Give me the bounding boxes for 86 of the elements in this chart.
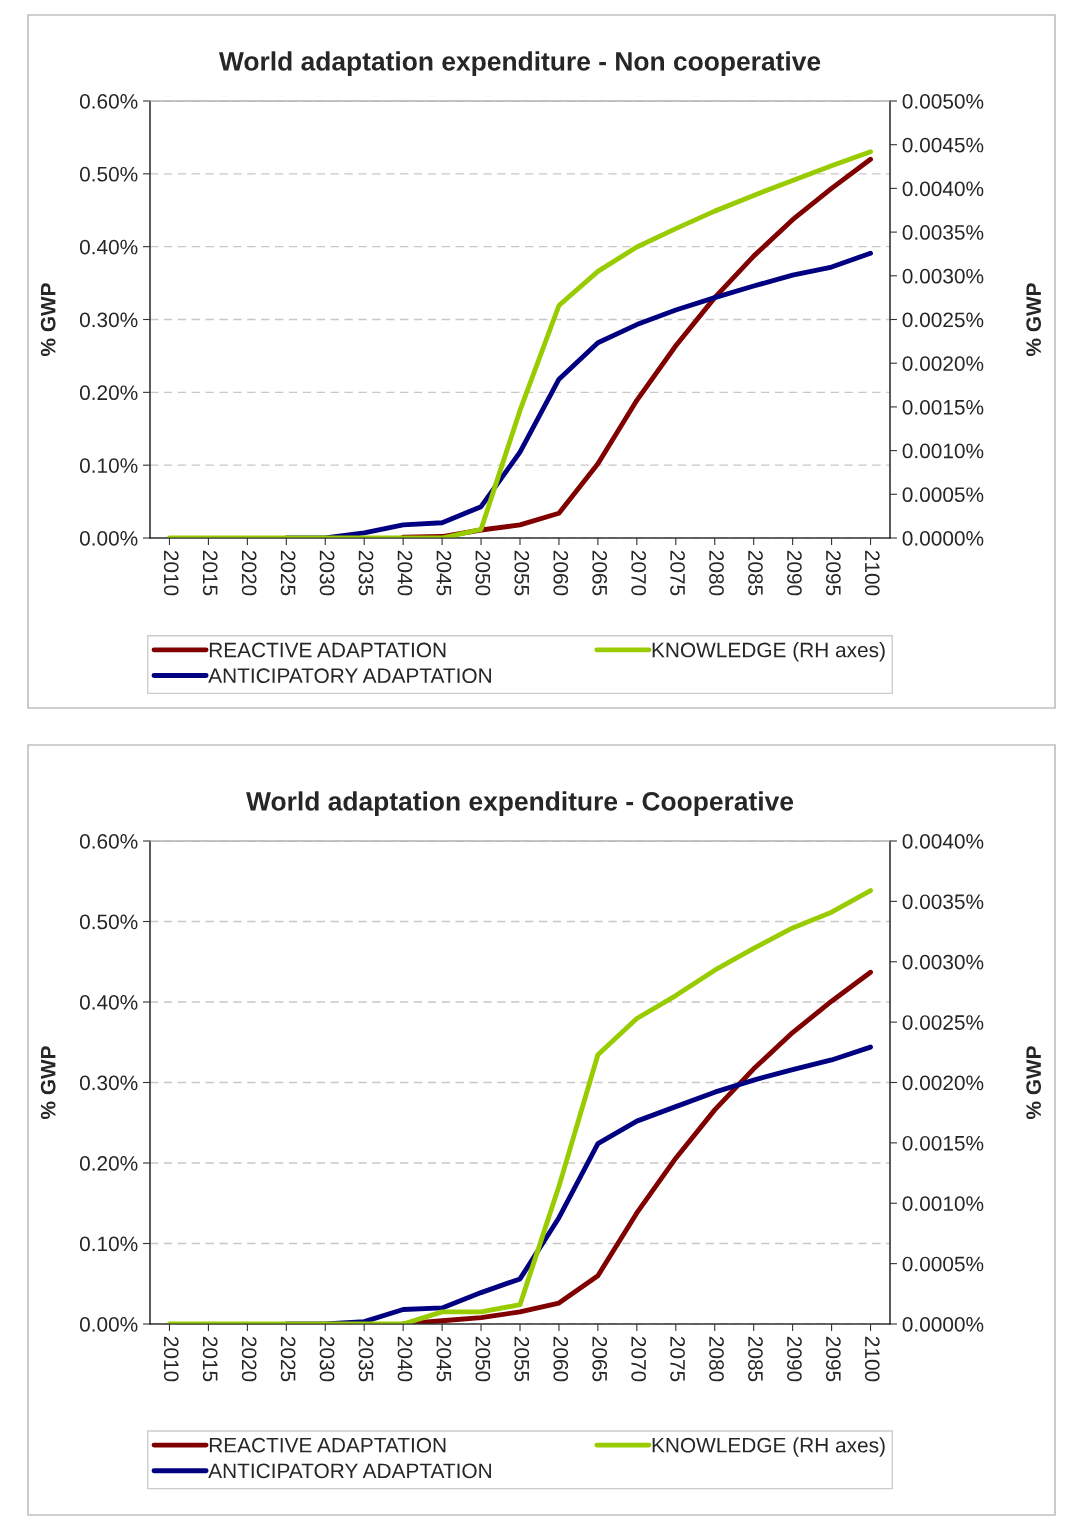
legend-label: ANTICIPATORY ADAPTATION (208, 668, 491, 684)
y2-tick-label: 0.0015% (902, 1135, 984, 1151)
x-tick-label: 2050 (475, 1336, 491, 1382)
x-tick-label: 2055 (514, 550, 530, 596)
y2-tick-label: 0.0010% (902, 1196, 984, 1211)
x-tick-label: 2015 (202, 550, 218, 596)
y2-tick-label: 0.0010% (902, 443, 984, 459)
x-tick-label: 2025 (280, 550, 296, 596)
legend-label: REACTIVE ADAPTATION (209, 1437, 446, 1453)
y-tick-label: 0.50% (79, 914, 138, 930)
x-tick-label: 2045 (436, 1336, 452, 1382)
y-tick-label: 0.10% (79, 1236, 138, 1252)
x-tick-label: 2065 (592, 1336, 608, 1382)
legend-label: ANTICIPATORY ADAPTATION (208, 1463, 491, 1479)
x-tick-label: 2020 (241, 550, 257, 596)
y-tick-label: 0.40% (79, 239, 138, 255)
y2-tick-label: 0.0000% (902, 531, 984, 546)
y-tick-label: 0.60% (79, 834, 138, 849)
x-tick-label: 2075 (670, 1336, 685, 1382)
x-tick-label: 2090 (787, 550, 802, 596)
y2-tick-label: 0.0020% (902, 1075, 984, 1091)
y-tick-label: 0.60% (79, 94, 138, 109)
x-tick-label: 2100 (864, 1336, 880, 1382)
x-tick-label: 2070 (631, 1336, 646, 1382)
x-tick-label: 2010 (163, 1336, 179, 1382)
y-tick-label: 0.30% (79, 312, 138, 328)
y-tick-label: 0.30% (79, 1075, 138, 1091)
y2-tick-label: 0.0040% (902, 181, 984, 197)
x-tick-label: 2020 (241, 1336, 257, 1382)
y-tick-label: 0.20% (79, 1156, 138, 1171)
x-tick-label: 2035 (358, 1336, 374, 1382)
y-tick-label: 0.50% (79, 166, 138, 182)
x-tick-label: 2075 (670, 550, 685, 596)
y-axis-title: % GWP (40, 283, 56, 357)
y2-tick-label: 0.0045% (902, 137, 984, 153)
x-tick-label: 2025 (280, 1336, 296, 1382)
y-tick-label: 0.00% (79, 531, 138, 546)
y2-axis-title: % GWP (1026, 283, 1042, 357)
y2-tick-label: 0.0040% (902, 834, 984, 849)
x-tick-label: 2095 (825, 550, 841, 596)
line-series (167, 149, 873, 538)
y2-tick-label: 0.0025% (902, 1015, 984, 1030)
x-tick-label: 2040 (397, 550, 413, 596)
x-tick-label: 2060 (553, 550, 569, 596)
y2-tick-label: 0.0020% (902, 356, 984, 371)
x-tick-label: 2015 (202, 1336, 218, 1382)
x-tick-label: 2085 (748, 1336, 763, 1382)
y2-tick-label: 0.0035% (902, 894, 984, 910)
y2-tick-label: 0.0030% (902, 954, 984, 970)
y2-tick-label: 0.0005% (902, 487, 984, 503)
x-tick-label: 2045 (436, 550, 452, 596)
chart-title: World adaptation expenditure - Cooperative (246, 791, 794, 816)
x-tick-label: 2080 (709, 550, 724, 596)
x-tick-label: 2085 (748, 550, 763, 596)
y2-tick-label: 0.0025% (902, 312, 984, 328)
x-tick-label: 2090 (787, 1336, 802, 1382)
y-tick-label: 0.40% (79, 995, 138, 1010)
x-tick-label: 2065 (592, 550, 608, 596)
x-tick-label: 2030 (319, 550, 335, 596)
line-series (167, 888, 873, 1324)
legend-label: REACTIVE ADAPTATION (209, 642, 446, 658)
y-axis-title: % GWP (40, 1046, 56, 1120)
x-tick-label: 2030 (319, 1336, 335, 1382)
legend-label: KNOWLEDGE (RH axes) (652, 642, 885, 662)
x-tick-label: 2055 (514, 1336, 530, 1382)
x-tick-label: 2050 (475, 550, 491, 596)
x-tick-label: 2100 (864, 550, 880, 596)
x-tick-label: 2035 (358, 550, 374, 596)
y2-tick-label: 0.0015% (902, 399, 984, 415)
chart-title: World adaptation expenditure - Non cooperative (218, 51, 821, 76)
x-tick-label: 2040 (397, 1336, 413, 1382)
y2-axis-title: % GWP (1026, 1046, 1042, 1120)
x-tick-label: 2080 (709, 1336, 724, 1382)
x-tick-label: 2010 (163, 550, 179, 596)
y2-tick-label: 0.0000% (902, 1317, 984, 1332)
x-tick-label: 2060 (553, 1336, 569, 1382)
y-tick-label: 0.10% (79, 458, 138, 473)
y-tick-label: 0.20% (79, 385, 138, 401)
y-tick-label: 0.00% (79, 1317, 138, 1332)
y2-tick-label: 0.0005% (902, 1256, 984, 1272)
y2-tick-label: 0.0050% (902, 94, 984, 109)
y2-tick-label: 0.0030% (902, 268, 984, 284)
legend-label: KNOWLEDGE (RH axes) (652, 1437, 885, 1457)
x-tick-label: 2070 (631, 550, 646, 596)
y2-tick-label: 0.0035% (902, 225, 984, 240)
x-tick-label: 2095 (825, 1336, 841, 1382)
